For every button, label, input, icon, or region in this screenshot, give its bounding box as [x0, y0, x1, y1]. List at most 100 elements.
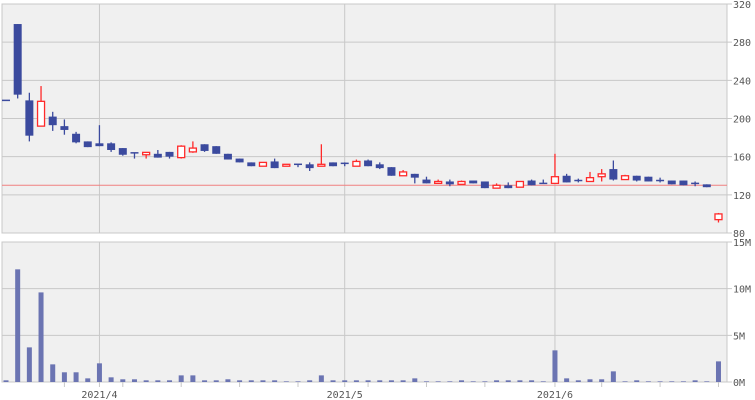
x-tick-label: 2021/4 — [81, 390, 117, 400]
candle-body — [609, 169, 618, 180]
volume-bar — [108, 377, 114, 382]
candle-body — [83, 141, 92, 148]
volume-tick-label: 0M — [733, 378, 745, 389]
volume-bar — [272, 380, 278, 382]
volume-panel — [1, 241, 728, 383]
candle-body — [644, 176, 653, 182]
volume-bar — [715, 361, 721, 382]
x-tick-label: 2021/5 — [327, 390, 363, 400]
candle-body — [200, 144, 209, 151]
candle-body — [13, 24, 22, 95]
volume-bar — [529, 380, 535, 382]
candle-body — [142, 151, 151, 156]
candle-body — [48, 116, 57, 126]
candle-body — [165, 151, 174, 157]
volume-bar — [645, 381, 651, 382]
volume-bar — [318, 375, 324, 382]
candle-body — [212, 146, 221, 154]
volume-bar — [482, 381, 488, 382]
candle-body — [177, 145, 186, 159]
candle-body — [25, 100, 34, 136]
candle-body — [492, 184, 501, 189]
price-tick-label: 80 — [733, 229, 745, 240]
candle-body — [118, 148, 127, 155]
volume-bar — [634, 380, 640, 382]
volume-bar — [342, 380, 348, 382]
volume-bar — [470, 381, 476, 382]
volume-bar — [412, 378, 418, 382]
candle-body — [282, 163, 291, 167]
price-tick-label: 200 — [733, 115, 751, 126]
price-tick-label: 160 — [733, 153, 751, 164]
volume-bar — [15, 269, 21, 382]
candle-body — [247, 162, 256, 167]
volume-bar — [400, 380, 406, 382]
volume-bar — [248, 380, 254, 382]
volume-bar — [237, 380, 243, 382]
candle-body — [667, 180, 676, 185]
volume-bar — [657, 381, 663, 382]
candle-body — [60, 126, 69, 130]
candle-body — [153, 153, 162, 158]
candle-body — [434, 180, 443, 185]
candle-body — [480, 181, 489, 189]
volume-bar — [599, 379, 605, 382]
volume-bar — [3, 380, 9, 382]
candle-body — [620, 175, 630, 181]
volume-bar — [540, 381, 546, 382]
volume-bar — [131, 379, 137, 382]
volume-bar — [692, 380, 698, 382]
candle-body — [317, 163, 326, 167]
volume-bar — [494, 380, 500, 382]
volume-bar — [610, 371, 616, 382]
volume-bar — [517, 380, 523, 382]
volume-bar — [225, 379, 231, 382]
candle-body — [457, 180, 466, 185]
candle-body — [527, 180, 536, 186]
volume-bar — [26, 347, 32, 382]
candle-body — [597, 173, 606, 178]
volume-bar — [388, 380, 394, 382]
volume-bar — [377, 380, 383, 382]
volume-bar — [213, 380, 219, 382]
candle-body — [258, 161, 268, 167]
candle-body — [387, 167, 396, 176]
price-tick-label: 320 — [733, 0, 751, 11]
candle-body — [188, 147, 198, 153]
volume-bar — [587, 379, 593, 382]
volume-tick-label: 5M — [733, 331, 745, 342]
volume-bar — [155, 380, 161, 382]
volume-bar — [96, 363, 102, 382]
volume-bar — [423, 381, 429, 382]
volume-bar — [505, 380, 511, 382]
candle-body — [398, 171, 408, 177]
price-tick-label: 120 — [733, 191, 751, 202]
volume-tick-label: 10M — [733, 285, 751, 296]
volume-bar — [552, 350, 558, 382]
volume-bar — [178, 375, 184, 382]
candle-body — [270, 161, 279, 169]
candle-body — [364, 160, 373, 167]
candle-body — [107, 143, 116, 150]
candle-body — [223, 153, 232, 160]
candle-body — [422, 179, 431, 184]
volume-bar — [669, 381, 675, 382]
volume-bar — [167, 380, 173, 382]
volume-bar — [680, 381, 686, 382]
volume-bar — [61, 372, 67, 382]
volume-bar — [353, 380, 359, 382]
candle-body — [235, 158, 244, 163]
candle-body — [562, 175, 571, 183]
candle-body — [469, 180, 478, 184]
volume-bar — [622, 381, 628, 382]
volume-bar — [564, 378, 570, 382]
price-tick-label: 240 — [733, 76, 751, 87]
volume-bar — [38, 292, 44, 382]
volume-bar — [295, 381, 301, 382]
volume-bar — [120, 379, 126, 382]
volume-bar — [260, 380, 266, 382]
candle-body — [36, 100, 46, 127]
candle-body — [632, 175, 641, 181]
candle-body — [504, 185, 513, 189]
volume-bar — [365, 380, 371, 382]
